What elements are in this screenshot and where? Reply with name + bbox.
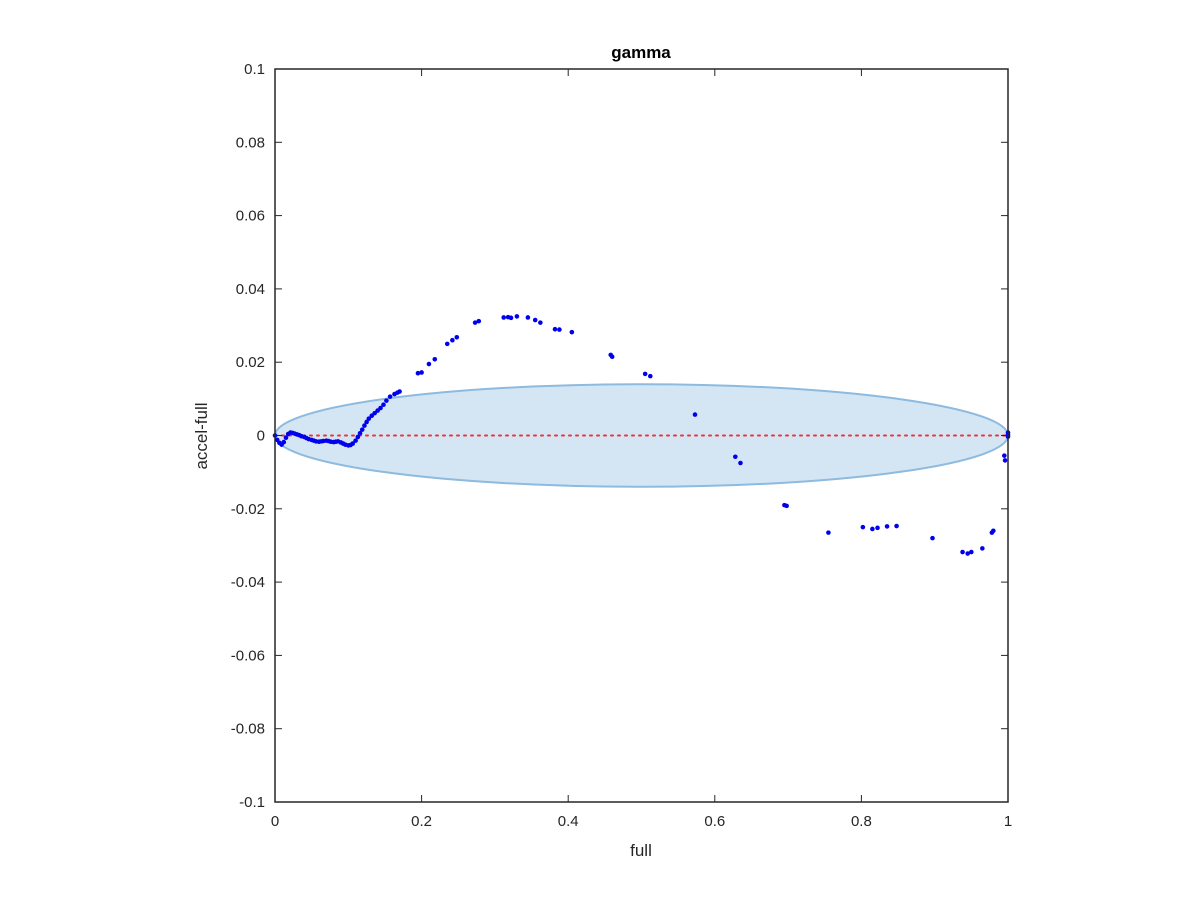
x-tick-label: 0 — [271, 813, 279, 830]
data-point — [894, 523, 899, 529]
data-point — [557, 327, 562, 332]
data-point — [991, 528, 996, 534]
y-tick-label: -0.06 — [231, 647, 265, 664]
data-point — [397, 389, 402, 394]
x-tick-label: 0.2 — [411, 813, 432, 830]
data-point — [450, 337, 455, 343]
data-point — [415, 370, 421, 376]
data-point — [381, 402, 386, 408]
data-point — [444, 341, 450, 347]
data-point — [419, 370, 424, 375]
data-point — [969, 549, 974, 555]
data-point — [1002, 453, 1007, 458]
data-point — [738, 460, 743, 466]
chart-title: gamma — [611, 43, 671, 62]
data-point — [609, 354, 615, 360]
data-point — [353, 438, 358, 443]
data-point — [875, 525, 880, 531]
data-point — [514, 314, 520, 319]
data-point — [472, 320, 478, 325]
y-tick-label: 0.02 — [236, 354, 265, 371]
data-point — [362, 423, 367, 428]
y-tick-label: 0.04 — [236, 281, 265, 298]
data-point — [960, 549, 965, 555]
y-tick-label: -0.04 — [231, 574, 265, 591]
data-point — [733, 454, 738, 460]
data-point — [350, 441, 355, 446]
data-point — [384, 398, 389, 403]
axes-layer: 0 0.2 0.4 0.6 0.8 1 -0.1 -0.08 -0.06 -0.04 -0.02 0 0… — [231, 61, 1012, 830]
data-point — [860, 524, 866, 530]
y-tick-label: 0 — [257, 428, 265, 445]
data-point — [692, 412, 698, 417]
data-point — [355, 434, 361, 440]
x-tick-label: 1 — [1004, 813, 1012, 830]
y-tick-label: -0.02 — [231, 501, 265, 518]
data-point — [476, 318, 482, 324]
data-point — [364, 419, 369, 425]
data-point — [826, 530, 831, 535]
data-point — [366, 416, 372, 421]
data-point — [426, 361, 432, 367]
y-tick-label: 0.08 — [236, 134, 265, 151]
data-point — [283, 435, 289, 440]
y-tick-label: 0.1 — [244, 61, 265, 78]
x-axis-title: full — [630, 841, 652, 860]
data-point — [884, 524, 890, 529]
data-point — [1002, 458, 1008, 463]
data-point — [647, 373, 653, 379]
data-point — [569, 329, 575, 335]
data-point — [508, 315, 514, 321]
data-point — [378, 405, 383, 411]
data-point — [281, 439, 287, 445]
data-point — [359, 427, 365, 432]
x-tick-label: 0.8 — [851, 813, 872, 830]
data-point — [870, 526, 875, 532]
data-point — [980, 546, 985, 551]
data-point — [357, 431, 363, 436]
x-tick-label: 0.4 — [558, 813, 579, 830]
data-point — [552, 326, 558, 332]
y-tick-label: -0.08 — [231, 721, 265, 738]
data-point — [432, 356, 438, 362]
data-point — [532, 317, 538, 323]
data-point — [538, 320, 543, 325]
x-tick-label: 0.6 — [704, 813, 725, 830]
data-layer — [272, 314, 1011, 556]
data-point — [501, 315, 506, 320]
data-point — [965, 551, 970, 556]
data-point — [642, 371, 648, 377]
y-tick-label: 0.06 — [236, 208, 265, 225]
data-point — [784, 503, 789, 509]
data-point — [930, 535, 935, 541]
data-point — [454, 334, 460, 340]
y-tick-label: -0.1 — [239, 794, 265, 811]
y-axis-title: accel-full — [192, 402, 211, 469]
data-point — [387, 394, 393, 399]
data-point — [525, 315, 531, 320]
